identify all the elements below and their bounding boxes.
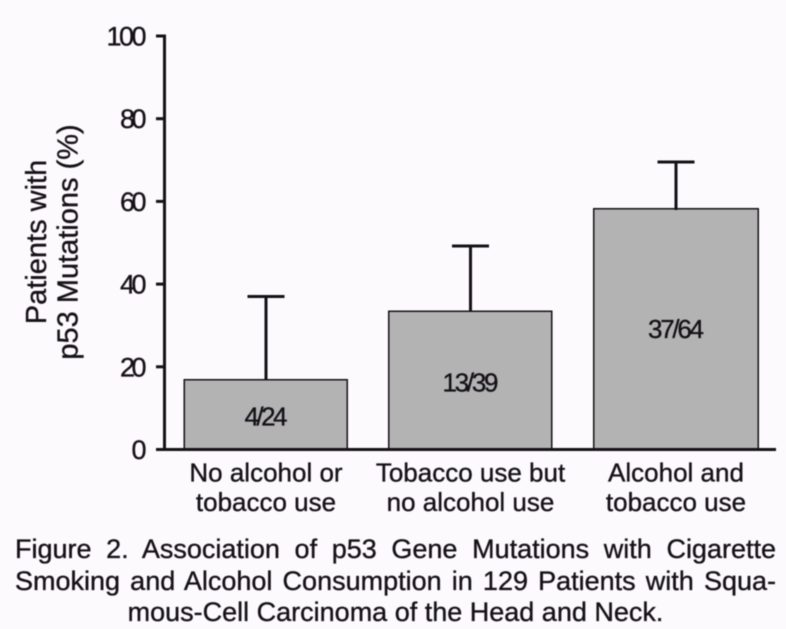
svg-text:Patients with: Patients with [21, 160, 53, 324]
svg-text:100: 100 [107, 22, 147, 52]
svg-text:13/39: 13/39 [443, 367, 499, 397]
svg-text:Tobacco use but: Tobacco use but [376, 457, 566, 487]
svg-text:40: 40 [120, 270, 147, 300]
svg-text:37/64: 37/64 [648, 314, 704, 344]
svg-text:Alcohol and: Alcohol and [608, 457, 744, 487]
svg-text:no alcohol use: no alcohol use [387, 487, 555, 517]
svg-text:4/24: 4/24 [245, 402, 288, 432]
svg-text:0: 0 [131, 435, 146, 465]
svg-text:20: 20 [120, 352, 147, 382]
svg-text:No alcohol or: No alcohol or [189, 457, 343, 487]
svg-text:tobacco use: tobacco use [606, 487, 746, 517]
svg-text:80: 80 [120, 104, 147, 134]
svg-text:p53 Mutations (%): p53 Mutations (%) [53, 124, 85, 359]
svg-text:60: 60 [120, 187, 147, 217]
svg-text:tobacco use: tobacco use [196, 487, 336, 517]
